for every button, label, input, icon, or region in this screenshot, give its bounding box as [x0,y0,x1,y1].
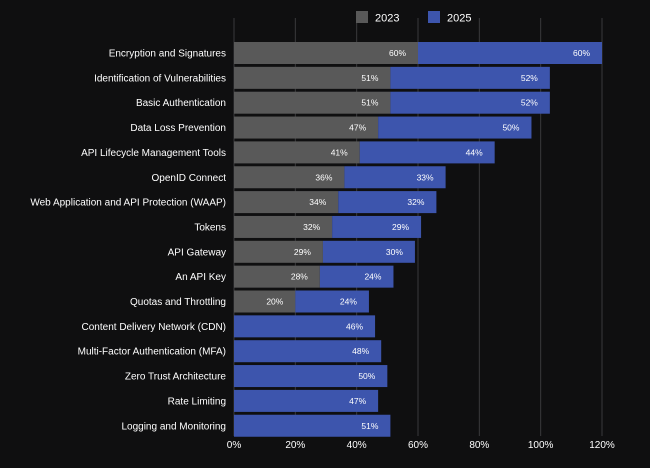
data-label: 50% [358,371,375,381]
data-label: 32% [407,197,424,207]
data-label: 51% [361,73,378,83]
bar-2025 [344,166,446,189]
bar-2023 [234,116,379,139]
data-label: 34% [309,197,326,207]
x-tick-label: 20% [285,440,305,451]
data-label: 29% [392,222,409,232]
legend-swatch [356,11,368,23]
bar-2023 [234,265,320,288]
bar-2023 [234,290,296,313]
bar-2025 [418,42,602,64]
bar-2023 [234,141,360,164]
category-label: API Lifecycle Management Tools [81,148,226,159]
bar-2023 [234,240,323,263]
data-label: 20% [266,297,283,307]
bar-2023 [234,66,391,89]
category-label: Basic Authentication [136,98,226,109]
legend-label: 2025 [447,13,471,25]
category-label: Content Delivery Network (CDN) [82,322,226,333]
category-label: API Gateway [168,247,226,258]
bar-2025 [234,389,379,412]
bar-2023 [234,91,391,114]
data-label: 24% [340,297,357,307]
data-label: 28% [291,272,308,282]
category-label: Rate Limiting [168,396,226,407]
data-label: 46% [346,321,363,331]
data-label: 44% [466,147,483,157]
bar-2023 [234,166,345,189]
data-label: 47% [349,123,366,133]
bar-2025 [322,240,415,263]
bar-2025 [295,290,369,313]
data-label: 50% [502,123,519,133]
legend-swatch [428,11,440,23]
category-label: Logging and Monitoring [121,421,226,432]
category-label: Identification of Vulnerabilities [94,73,226,84]
x-tick-label: 0% [227,440,242,451]
bar-2025 [319,265,394,288]
bar-2023 [234,42,418,64]
x-tick-label: 40% [347,440,367,451]
category-label: Multi-Factor Authentication (MFA) [78,347,226,358]
category-label: An API Key [175,272,226,283]
data-label: 60% [389,48,406,58]
x-tick-label: 80% [469,440,489,451]
data-label: 36% [315,172,332,182]
bar-2025 [390,91,550,114]
category-label: Web Application and API Protection (WAAP… [30,198,226,209]
data-label: 29% [294,247,311,257]
category-label: Tokens [194,222,226,233]
bar-2025 [359,141,495,164]
x-tick-label: 60% [408,440,428,451]
legend-label: 2023 [375,13,399,25]
data-label: 41% [331,147,348,157]
bar-2025 [390,66,550,89]
data-label: 48% [352,346,369,356]
data-label: 24% [364,272,381,282]
bar-2025 [378,116,532,139]
legend: 2023 2025 [356,11,471,25]
data-label: 51% [361,421,378,431]
bars [234,42,602,437]
data-label: 52% [521,73,538,83]
data-label: 32% [303,222,320,232]
bar-2025 [332,215,422,238]
category-label: OpenID Connect [152,173,227,184]
data-label: 52% [521,98,538,108]
bar-2025 [234,340,382,363]
bar-2025 [234,414,391,437]
category-label: Data Loss Prevention [130,123,226,134]
labels: 0% 20% 40% 60% 80% 100% 120% Encryption and Sig… [30,48,615,451]
bar-2025 [234,365,388,388]
data-label: 60% [573,48,590,58]
bar-2023 [234,215,333,238]
data-label: 33% [417,172,434,182]
bar-2025 [338,191,437,214]
category-label: Encryption and Signatures [109,49,226,60]
bar-2023 [234,191,339,214]
category-label: Zero Trust Architecture [125,372,227,383]
x-tick-label: 120% [589,440,615,451]
data-label: 47% [349,396,366,406]
bar-2025 [234,315,376,338]
x-tick-label: 100% [528,440,554,451]
data-label: 51% [361,98,378,108]
category-label: Quotas and Throttling [130,297,226,308]
data-label: 30% [386,247,403,257]
